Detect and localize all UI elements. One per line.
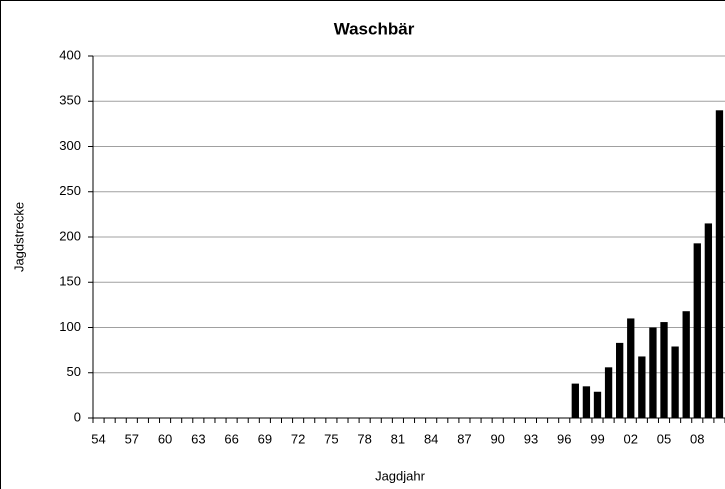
x-tick-label: 78	[357, 431, 371, 446]
x-tick-label: 69	[258, 431, 272, 446]
y-tick-label: 250	[59, 183, 81, 198]
bar	[627, 318, 635, 418]
x-tick-label: 81	[391, 431, 405, 446]
x-tick-label: 96	[557, 431, 571, 446]
bar	[693, 243, 701, 418]
bar	[593, 391, 602, 418]
bar	[704, 223, 713, 418]
x-tick-label: 08	[690, 431, 704, 446]
y-tick-label: 200	[59, 228, 81, 243]
x-tick-label: 90	[490, 431, 504, 446]
x-tick-label: 02	[624, 431, 638, 446]
x-tick-label: 63	[191, 431, 205, 446]
y-tick-label: 400	[59, 47, 81, 62]
y-tick-label: 150	[59, 274, 81, 289]
x-tick-label: 84	[424, 431, 438, 446]
bar	[682, 311, 690, 418]
bar	[660, 322, 668, 418]
x-tick-label: 75	[324, 431, 338, 446]
x-tick-label: 72	[291, 431, 305, 446]
x-tick-label: 87	[457, 431, 471, 446]
y-tick-label: 50	[67, 364, 81, 379]
x-axis-label: Jagdjahr	[375, 468, 426, 483]
x-tick-label: 54	[91, 431, 105, 446]
bar	[638, 356, 646, 418]
y-tick-label: 0	[74, 409, 81, 424]
y-tick-label: 100	[59, 319, 81, 334]
x-tick-label: 93	[524, 431, 538, 446]
y-axis-label: Jagdstrecke	[11, 202, 26, 272]
bar	[671, 346, 679, 418]
x-tick-label: 05	[657, 431, 671, 446]
bar	[604, 367, 613, 418]
bar	[582, 386, 591, 418]
x-tick-label: 99	[590, 431, 604, 446]
x-tick-label: 60	[158, 431, 172, 446]
bar	[616, 342, 624, 418]
bar	[649, 327, 657, 418]
bar	[715, 110, 724, 419]
y-tick-label: 300	[59, 138, 81, 153]
chart-title: Waschbär	[334, 19, 415, 38]
x-tick-label: 66	[224, 431, 238, 446]
x-tick-label: 57	[125, 431, 139, 446]
y-tick-label: 350	[59, 93, 81, 108]
bar	[571, 383, 579, 418]
